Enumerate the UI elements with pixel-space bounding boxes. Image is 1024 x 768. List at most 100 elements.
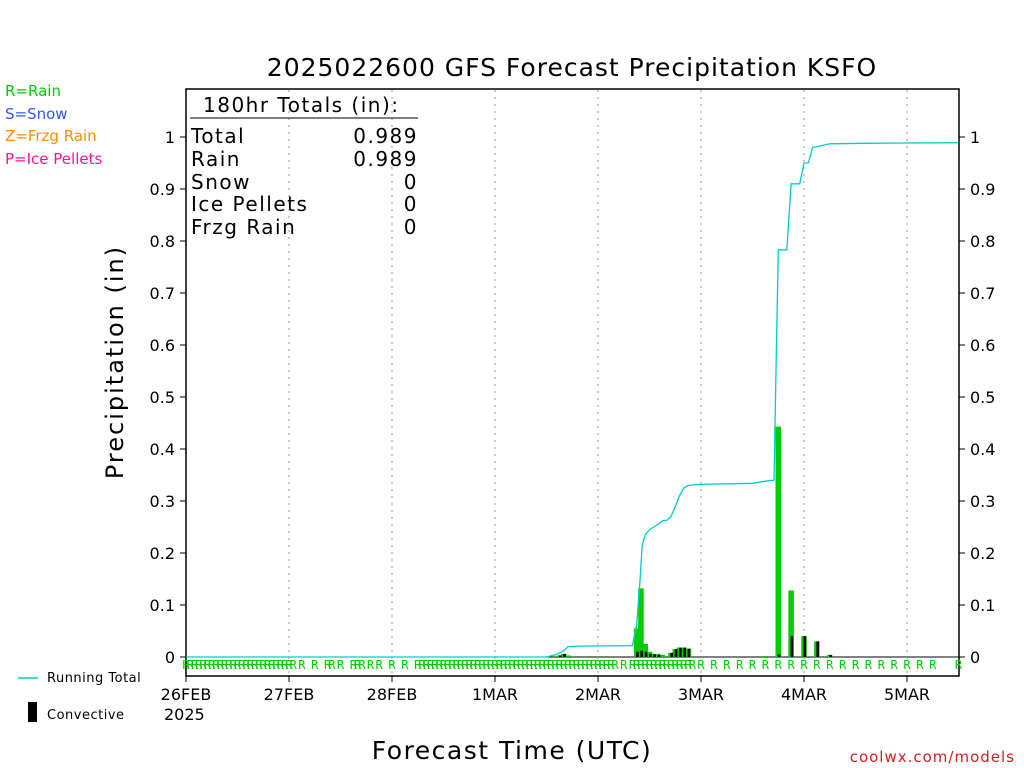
precip-type-code: R xyxy=(865,658,873,672)
y-tick-label-right: 0.7 xyxy=(970,284,995,303)
precip-type-code: R xyxy=(826,658,834,672)
precip-type-code: R xyxy=(204,658,212,672)
rain-bar xyxy=(565,655,571,657)
precip-type-code: R xyxy=(878,658,886,672)
y-tick-label-left: 0.5 xyxy=(150,388,175,407)
precip-type-code: R xyxy=(813,658,821,672)
precip-type-code: R xyxy=(290,658,298,672)
convective-bar xyxy=(563,653,566,657)
precip-type-code: R xyxy=(200,658,208,672)
convective-bar xyxy=(683,647,686,657)
precip-type-code: R xyxy=(273,658,281,672)
convective-bar xyxy=(674,649,678,657)
convective-bar xyxy=(670,652,674,657)
precip-type-code: R xyxy=(238,658,246,672)
precip-type-code: R xyxy=(672,658,680,672)
precip-type-code: R xyxy=(487,658,495,672)
precip-type-code: R xyxy=(710,658,718,672)
precip-type-code: R xyxy=(723,658,731,672)
precip-type-code: R xyxy=(217,658,225,672)
precip-type-code: R xyxy=(775,658,783,672)
precip-type-code: R xyxy=(509,658,517,672)
totals-value-frzg-rain: 0 xyxy=(404,215,418,239)
totals-header: 180hr Totals (in): xyxy=(203,93,400,117)
convective-bar xyxy=(829,654,832,657)
precip-type-code: R xyxy=(479,658,487,672)
precip-type-code: R xyxy=(440,658,448,672)
precip-type-code: R xyxy=(646,658,654,672)
convective-legend-swatch xyxy=(28,702,37,722)
precip-type-code: R xyxy=(230,658,238,672)
x-tick-label: 28FEB xyxy=(367,685,418,704)
y-tick-label-left: 0.9 xyxy=(150,180,175,199)
precip-type-code: R xyxy=(444,658,452,672)
y-tick-label-right: 0.6 xyxy=(970,336,995,355)
y-tick-label-right: 0.2 xyxy=(970,544,995,563)
precip-type-code: R xyxy=(221,658,229,672)
precip-type-code: R xyxy=(551,658,559,672)
precip-type-code: R xyxy=(839,658,847,672)
precip-type-code: R xyxy=(376,658,384,672)
precip-type-code: R xyxy=(453,658,461,672)
precip-type-code: R xyxy=(474,658,482,672)
convective-bar xyxy=(679,647,682,657)
precip-type-code: R xyxy=(483,658,491,672)
x-tick-label: 3MAR xyxy=(678,685,724,704)
y-tick-label-right: 0.1 xyxy=(970,596,995,615)
precip-type-code: R xyxy=(573,658,581,672)
y-tick-label-left: 0.2 xyxy=(150,544,175,563)
plot-frame xyxy=(185,88,960,677)
precip-type-code: R xyxy=(195,658,203,672)
precip-type-code: R xyxy=(251,658,259,672)
y-tick-label-right: 1 xyxy=(970,128,980,147)
precip-type-code: R xyxy=(234,658,242,672)
y-tick-label-right: 0.8 xyxy=(970,232,995,251)
precip-type-code: R xyxy=(470,658,478,672)
rain-bar xyxy=(642,644,648,657)
precip-type-code: R xyxy=(496,658,504,672)
precip-type-code: R xyxy=(590,658,598,672)
y-tick-label-right: 0 xyxy=(970,648,980,667)
convective-legend-label: Convective xyxy=(47,708,125,723)
totals-label-frzg-rain: Frzg Rain xyxy=(191,215,296,239)
precip-type-code: R xyxy=(324,658,332,672)
precip-type-code: R xyxy=(298,658,306,672)
precip-type-code: R xyxy=(367,658,375,672)
precip-type-code: R xyxy=(612,658,620,672)
precip-type-code: R xyxy=(543,658,551,672)
precip-type-code: R xyxy=(762,658,770,672)
precip-type-code: R xyxy=(569,658,577,672)
rain-bar xyxy=(788,590,794,657)
precip-type-code: R xyxy=(401,658,409,672)
totals-value-total: 0.989 xyxy=(353,124,418,148)
y-tick-label-right: 0.3 xyxy=(970,492,995,511)
precip-type-code: R xyxy=(663,658,671,672)
precip-type-code: R xyxy=(650,658,658,672)
watermark: coolwx.com/models xyxy=(850,748,1015,766)
precip-type-code: R xyxy=(242,658,250,672)
precip-type-code: R xyxy=(457,658,465,672)
precip-type-code: R xyxy=(697,658,705,672)
convective-bar xyxy=(790,636,794,657)
precip-type-code: R xyxy=(633,658,641,672)
precip-type-code: R xyxy=(466,658,474,672)
y-tick-label-right: 0.4 xyxy=(970,440,995,459)
precip-type-code: R xyxy=(667,658,675,672)
precip-type-code: R xyxy=(680,658,688,672)
x-tick-label: 2MAR xyxy=(575,685,621,704)
grid-lines xyxy=(186,90,959,675)
precip-type-code: R xyxy=(260,658,268,672)
precip-type-code: R xyxy=(225,658,233,672)
precip-type-code: R xyxy=(659,658,667,672)
rain-bar xyxy=(633,628,640,657)
running-total-series xyxy=(186,142,959,658)
precip-type-code: R xyxy=(187,658,195,672)
convective-bar xyxy=(777,654,781,657)
precip-type-code: R xyxy=(436,658,444,672)
convective-bar xyxy=(816,641,819,657)
convective-bar xyxy=(644,651,648,657)
precip-type-code: R xyxy=(182,658,190,672)
precip-type-code: R xyxy=(891,658,899,672)
